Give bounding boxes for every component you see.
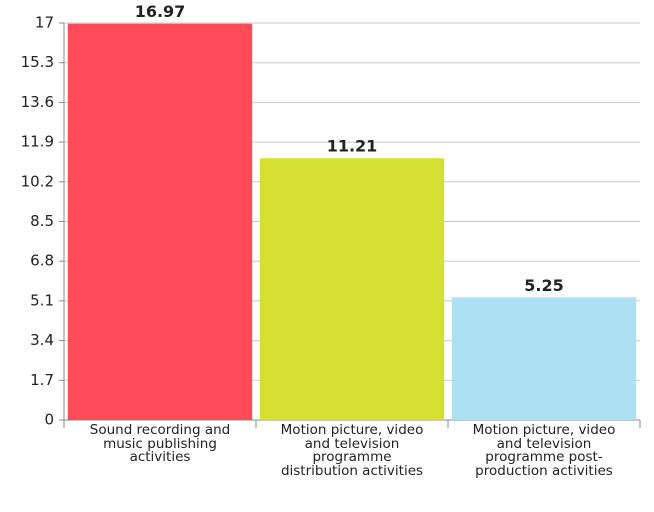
y-tick-label: 5.1: [30, 291, 54, 309]
bar: [451, 297, 637, 420]
y-tick-label: 15.3: [21, 53, 54, 71]
y-tick-label: 17: [35, 14, 54, 32]
x-tick-label: Sound recording and music publishing act…: [89, 422, 231, 465]
bar: [67, 23, 253, 420]
y-tick-label: 1.7: [30, 371, 54, 389]
y-tick-label: 8.5: [30, 212, 54, 230]
y-tick-label: 3.4: [30, 331, 54, 349]
value-label: 16.97: [135, 2, 186, 21]
y-tick-label: 0: [44, 411, 54, 429]
x-tick-label: Motion picture, video and television pro…: [280, 422, 424, 479]
value-label: 11.21: [327, 137, 378, 156]
y-tick-label: 13.6: [21, 93, 54, 111]
y-tick-label: 11.9: [21, 133, 54, 151]
y-tick-label: 6.8: [30, 252, 54, 270]
y-tick-label: 10.2: [21, 172, 54, 190]
value-label: 5.25: [524, 276, 563, 295]
x-tick-label: Motion picture, video and television pro…: [472, 422, 616, 479]
bar: [259, 158, 445, 420]
